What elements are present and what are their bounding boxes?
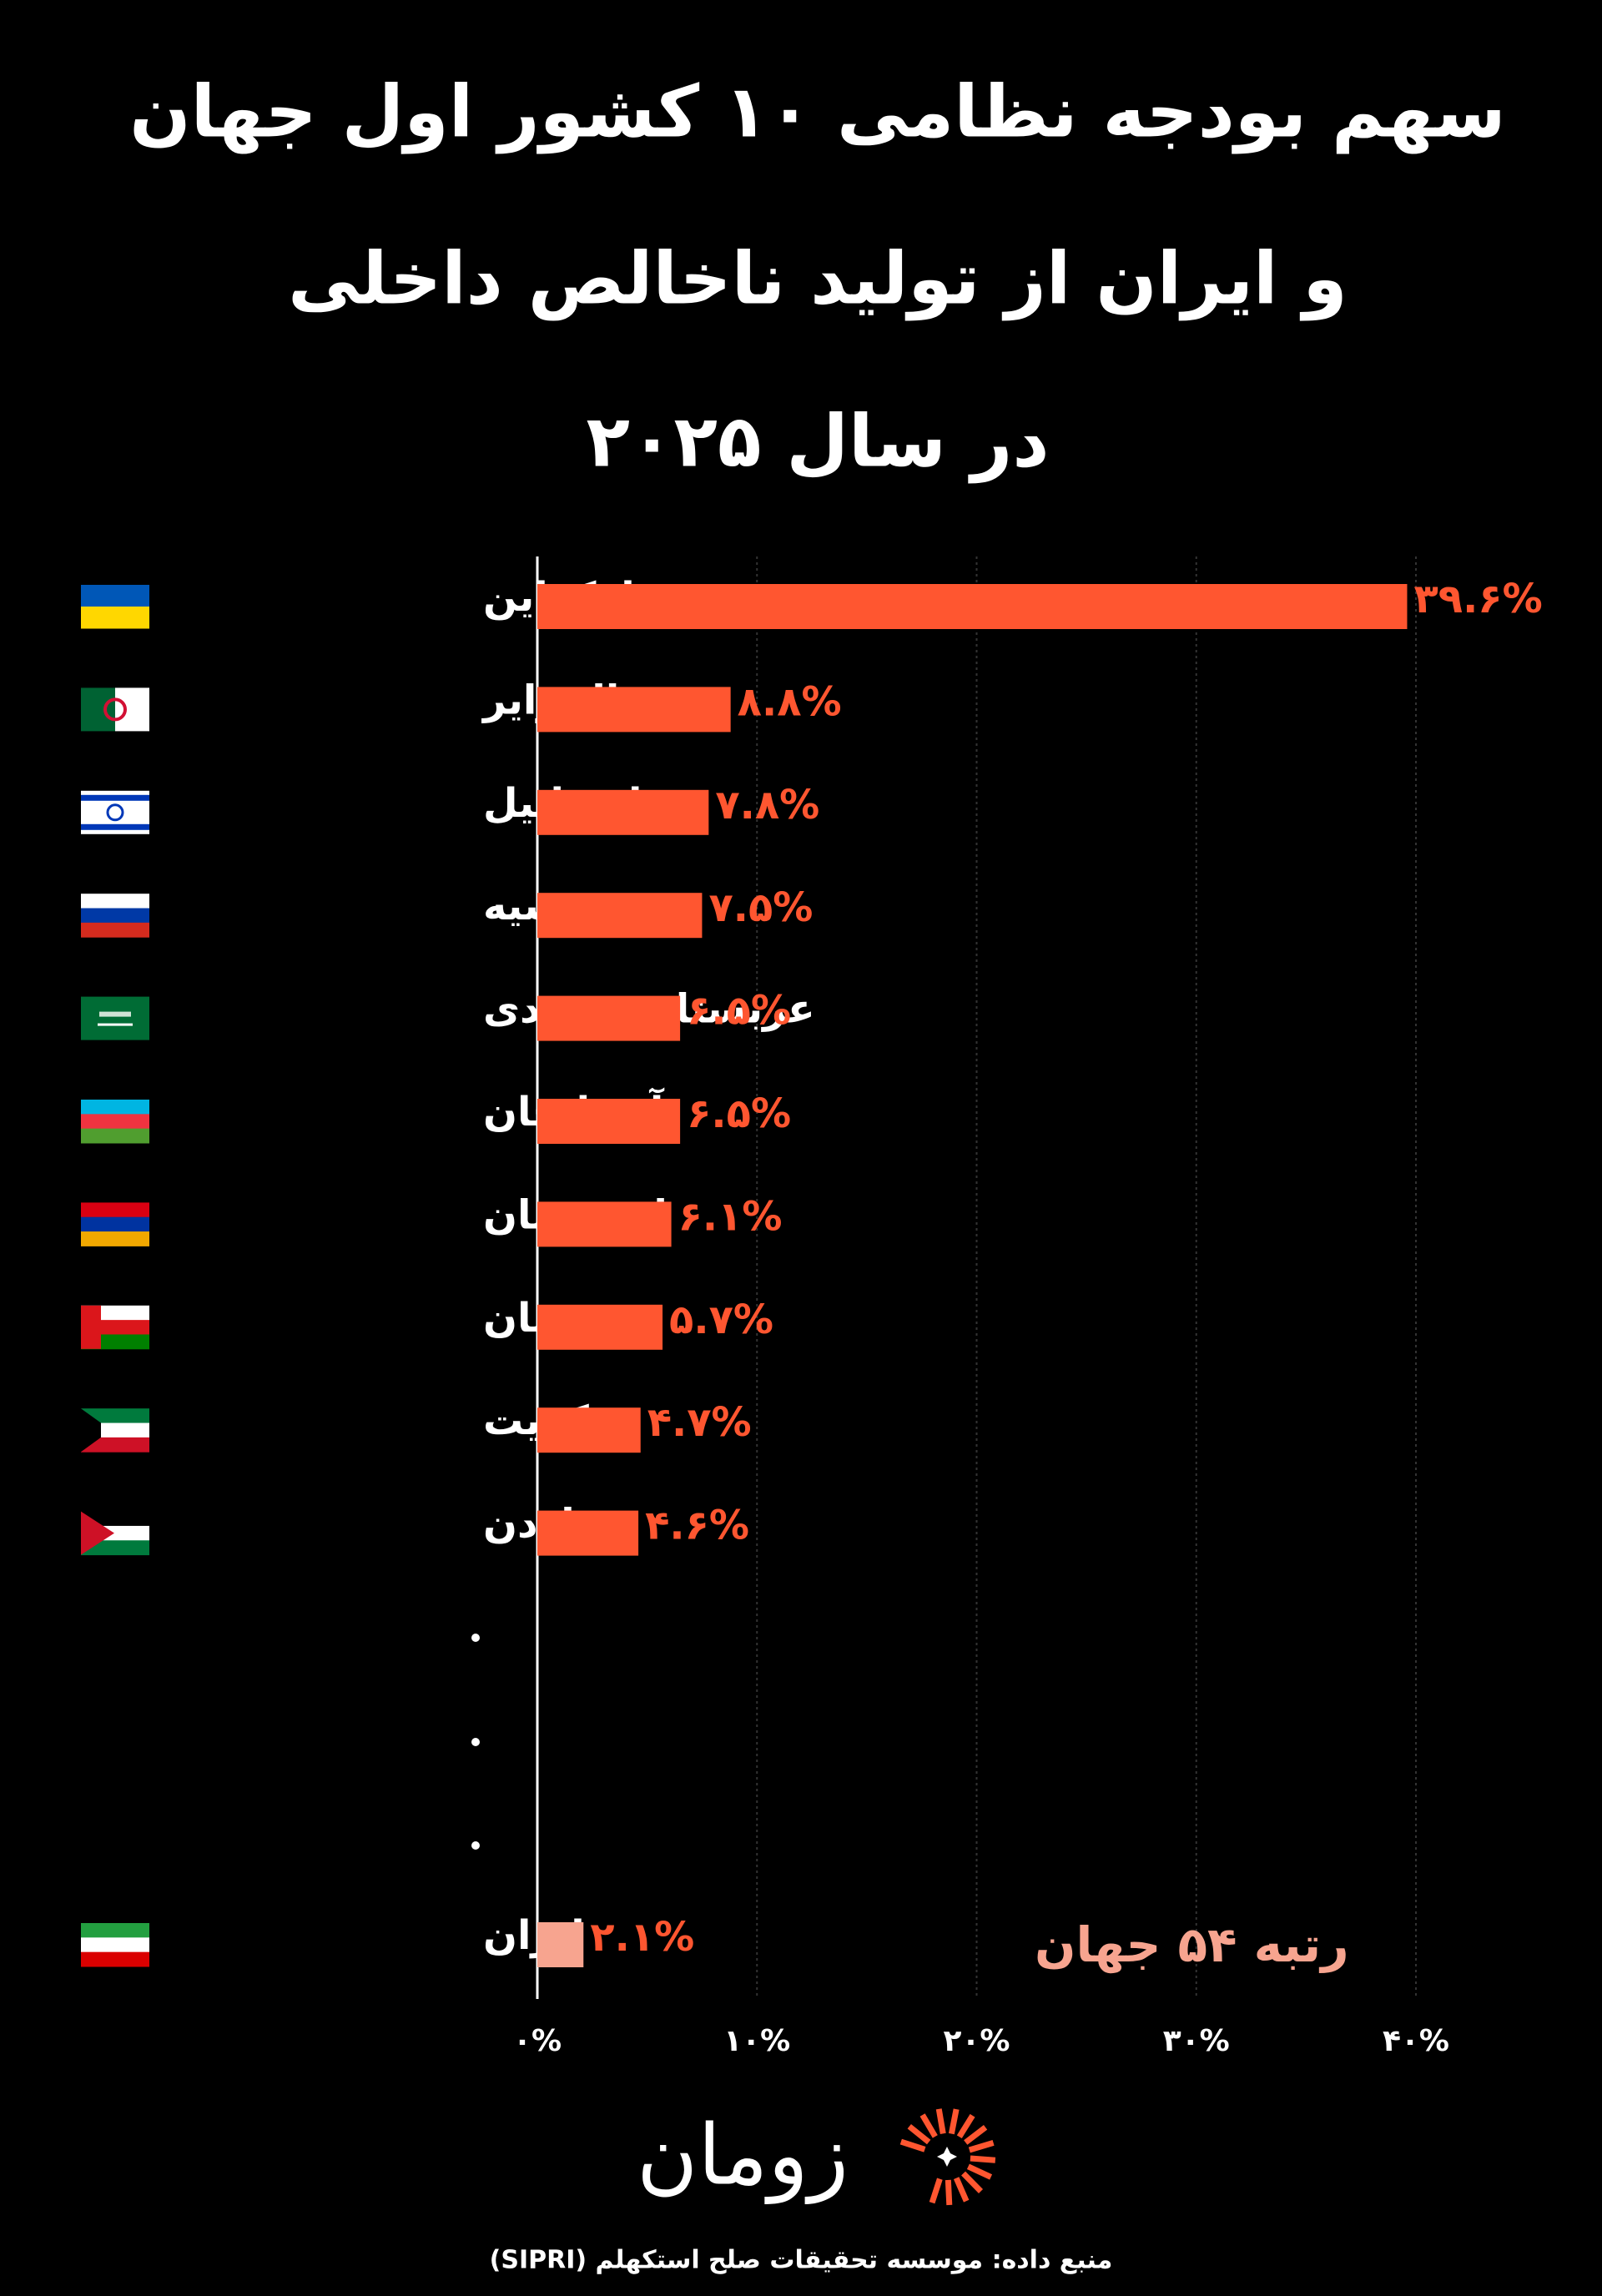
flag-part <box>106 803 124 822</box>
flag-stripe <box>81 1408 149 1424</box>
flag-stripe <box>81 1540 149 1556</box>
flag-part <box>103 697 127 722</box>
ellipsis-dot <box>471 1841 480 1850</box>
x-tick-label: ۰% <box>513 2024 562 2058</box>
flag-stripe <box>81 908 149 924</box>
logo-ray <box>964 2125 988 2145</box>
value-label: ۷.۸% <box>715 782 819 828</box>
flag-stripe <box>81 1128 149 1144</box>
flag-stripe <box>81 894 149 909</box>
bar <box>537 789 709 835</box>
bar <box>537 1304 663 1350</box>
flag-stripe <box>81 1114 149 1130</box>
flag-part <box>81 823 149 830</box>
chart-title: و ایران از تولید ناخالص داخلی <box>288 237 1348 320</box>
flag-part <box>81 996 149 1040</box>
flag-part <box>81 687 115 732</box>
logo-ray <box>945 2179 953 2206</box>
x-tick-label: ۱۰% <box>723 2024 790 2058</box>
flag-stripe <box>81 1100 149 1115</box>
ellipsis-dot <box>471 1634 480 1642</box>
value-label: ۶.۵% <box>687 988 791 1035</box>
logo-star <box>937 2147 957 2167</box>
flag <box>81 996 149 1040</box>
ellipsis-dot <box>471 1738 480 1746</box>
flag-part <box>81 1408 101 1453</box>
flag-stripe <box>81 1202 149 1218</box>
value-label: ۲.۱% <box>590 1914 694 1961</box>
x-tick-label: ۲۰% <box>943 2024 1010 2058</box>
flag <box>81 790 149 834</box>
flag <box>81 687 149 732</box>
bar <box>537 1922 584 1967</box>
flag-part <box>99 1011 131 1017</box>
value-label: ۶.۱% <box>678 1193 783 1240</box>
logo-icon <box>899 2108 996 2206</box>
x-tick-label: ۳۰% <box>1163 2024 1230 2058</box>
logo-ray <box>948 2108 960 2135</box>
logo-ray <box>953 2177 970 2203</box>
flag-stripe <box>81 1231 149 1246</box>
value-label: ۴.۶% <box>645 1503 749 1549</box>
logo-ray <box>907 2123 931 2145</box>
flag-stripe <box>81 922 149 938</box>
flag-part <box>81 1511 114 1555</box>
logo-ray <box>966 2163 993 2180</box>
flag-stripe <box>81 1437 149 1453</box>
flag <box>81 894 149 938</box>
logo-ray <box>970 2155 996 2163</box>
value-label: ۳۹.۶% <box>1413 576 1542 622</box>
value-label: ۶.۵% <box>687 1090 791 1137</box>
flag-part <box>98 1023 133 1026</box>
logo-ray <box>919 2113 938 2138</box>
logo-ray <box>961 2171 984 2193</box>
logo-ray <box>956 2113 975 2139</box>
bar <box>537 687 731 733</box>
logo-ray <box>968 2140 995 2153</box>
flag <box>81 1923 149 1967</box>
x-tick-label: ۴۰% <box>1383 2024 1449 2058</box>
value-label: ۴.۷% <box>647 1399 752 1446</box>
flag <box>81 1202 149 1246</box>
value-label: ۷.۵% <box>708 884 813 931</box>
flag-stripe <box>81 607 149 629</box>
bar <box>537 584 1408 629</box>
bar <box>537 995 681 1041</box>
value-label: ۵.۷% <box>669 1297 773 1343</box>
logo-ray <box>929 2178 943 2204</box>
flag <box>81 1305 149 1350</box>
bar <box>537 1201 672 1247</box>
flag-stripe <box>81 1216 149 1232</box>
flag-part <box>81 1305 101 1349</box>
chart-title: سهم بودجه نظامی ۱۰ کشور اول جهان <box>129 70 1505 154</box>
chart-title: در سال ۲۰۲۵ <box>587 400 1050 483</box>
flag <box>81 1100 149 1144</box>
bar <box>537 1407 641 1453</box>
annotation: رتبه ۵۴ جهان <box>1035 1916 1349 1974</box>
flag <box>81 585 149 629</box>
flag-stripe <box>81 585 149 607</box>
logo-ray <box>899 2138 926 2152</box>
bar <box>537 1099 681 1144</box>
flag <box>81 1511 149 1556</box>
value-label: ۸.۸% <box>738 678 842 725</box>
flag-part <box>81 794 149 801</box>
bar <box>537 1510 639 1556</box>
flag-stripe <box>81 1937 149 1953</box>
flag-stripe <box>81 1951 149 1967</box>
logo-text: زومان <box>637 2106 849 2204</box>
flag-part <box>115 687 149 732</box>
source: منبع داده: موسسه تحقیقات صلح استکهلم (SI… <box>490 2246 1113 2275</box>
flag <box>81 1408 149 1453</box>
flag-stripe <box>81 1923 149 1938</box>
logo-ray <box>935 2108 946 2134</box>
bar <box>537 893 703 939</box>
